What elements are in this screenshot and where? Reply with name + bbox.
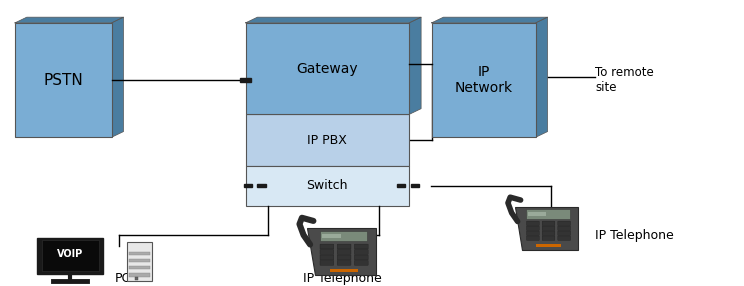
FancyBboxPatch shape xyxy=(320,261,334,265)
FancyBboxPatch shape xyxy=(135,277,138,280)
FancyBboxPatch shape xyxy=(246,114,409,166)
Bar xyxy=(240,78,251,82)
Polygon shape xyxy=(246,17,421,23)
Bar xyxy=(257,184,266,188)
Text: IP Telephone: IP Telephone xyxy=(303,272,382,285)
FancyBboxPatch shape xyxy=(542,231,555,235)
FancyBboxPatch shape xyxy=(337,250,351,255)
FancyBboxPatch shape xyxy=(337,244,351,249)
FancyBboxPatch shape xyxy=(354,261,368,265)
FancyBboxPatch shape xyxy=(432,23,536,137)
FancyBboxPatch shape xyxy=(330,269,358,272)
Polygon shape xyxy=(307,228,376,275)
FancyBboxPatch shape xyxy=(528,212,546,216)
FancyBboxPatch shape xyxy=(320,244,334,249)
FancyBboxPatch shape xyxy=(527,231,539,235)
FancyBboxPatch shape xyxy=(527,221,539,226)
FancyBboxPatch shape xyxy=(536,244,561,247)
Bar xyxy=(411,184,419,188)
FancyBboxPatch shape xyxy=(129,273,150,277)
FancyBboxPatch shape xyxy=(129,259,150,263)
FancyBboxPatch shape xyxy=(337,255,351,260)
Text: Gateway: Gateway xyxy=(297,62,358,76)
Polygon shape xyxy=(112,17,124,137)
Text: Switch: Switch xyxy=(307,179,348,192)
FancyBboxPatch shape xyxy=(320,250,334,255)
FancyBboxPatch shape xyxy=(526,209,570,219)
FancyBboxPatch shape xyxy=(42,240,98,271)
FancyBboxPatch shape xyxy=(126,242,152,281)
Text: IP
Network: IP Network xyxy=(455,65,513,95)
FancyBboxPatch shape xyxy=(527,236,539,240)
FancyBboxPatch shape xyxy=(246,23,409,114)
FancyBboxPatch shape xyxy=(542,221,555,226)
Polygon shape xyxy=(432,17,548,23)
Text: PSTN: PSTN xyxy=(43,73,83,88)
Polygon shape xyxy=(15,17,124,23)
Text: To remote
site: To remote site xyxy=(595,66,654,94)
Text: VOIP: VOIP xyxy=(57,249,83,259)
FancyBboxPatch shape xyxy=(542,236,555,240)
FancyBboxPatch shape xyxy=(37,238,103,274)
FancyBboxPatch shape xyxy=(322,234,341,238)
FancyBboxPatch shape xyxy=(558,236,571,240)
FancyBboxPatch shape xyxy=(558,231,571,235)
FancyBboxPatch shape xyxy=(354,255,368,260)
FancyBboxPatch shape xyxy=(129,252,150,255)
FancyBboxPatch shape xyxy=(558,226,571,231)
FancyBboxPatch shape xyxy=(542,226,555,231)
FancyBboxPatch shape xyxy=(246,166,409,206)
FancyBboxPatch shape xyxy=(129,266,150,269)
Text: IP Telephone: IP Telephone xyxy=(595,229,674,243)
Polygon shape xyxy=(536,17,548,137)
FancyBboxPatch shape xyxy=(15,23,112,137)
FancyBboxPatch shape xyxy=(558,221,571,226)
Bar xyxy=(244,184,252,188)
FancyBboxPatch shape xyxy=(354,250,368,255)
Polygon shape xyxy=(409,17,421,114)
FancyBboxPatch shape xyxy=(527,226,539,231)
Text: IP PBX: IP PBX xyxy=(307,134,347,147)
FancyBboxPatch shape xyxy=(320,255,334,260)
FancyBboxPatch shape xyxy=(354,244,368,249)
Bar xyxy=(397,184,405,188)
FancyBboxPatch shape xyxy=(319,231,368,241)
Polygon shape xyxy=(515,206,577,249)
Text: PC: PC xyxy=(115,272,131,285)
FancyBboxPatch shape xyxy=(337,261,351,265)
